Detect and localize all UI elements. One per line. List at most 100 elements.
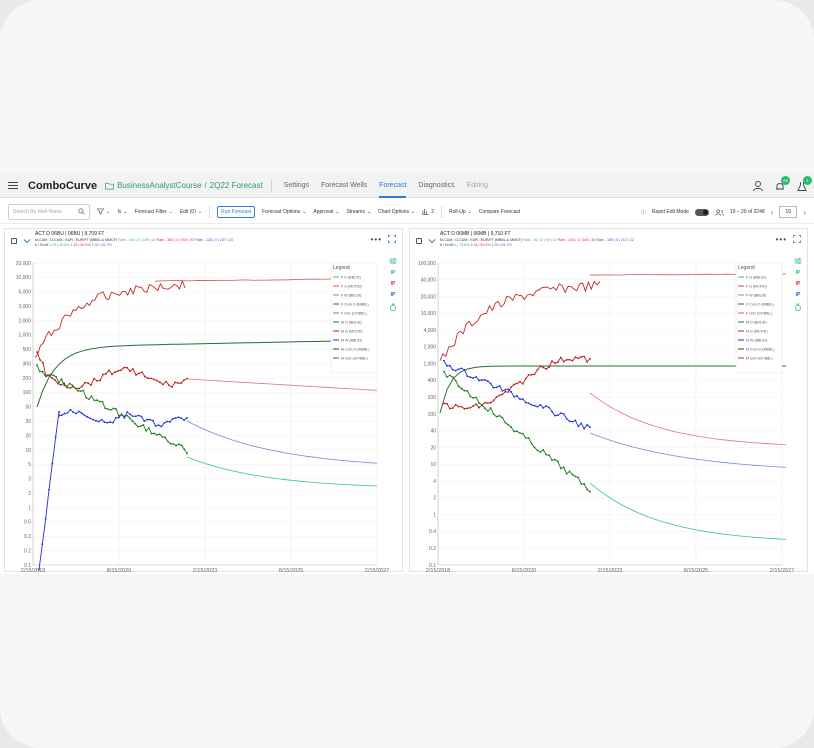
rapid-edit-toggle[interactable] bbox=[694, 208, 709, 216]
users-icon[interactable] bbox=[715, 208, 724, 216]
filter-button[interactable]: ⌄ bbox=[97, 208, 110, 215]
legend-item: F Cum O (MBBL) bbox=[746, 303, 774, 307]
grid-layout-button[interactable]: 2 bbox=[422, 208, 434, 215]
chevron-down-icon: ⌄ bbox=[302, 208, 307, 215]
legend-item: M W (BBL/D) bbox=[746, 339, 767, 343]
rollup-button[interactable]: Roll-Up ⌄ bbox=[449, 209, 472, 215]
more-icon[interactable]: ••• bbox=[775, 235, 787, 244]
ip-oil-button[interactable]: IP bbox=[795, 270, 801, 276]
brand-logo[interactable]: ComboCurve bbox=[28, 179, 98, 192]
expand-icon[interactable] bbox=[388, 235, 396, 243]
well-title[interactable]: ACT D 06MB | 06MB | 9,710 FT bbox=[440, 231, 511, 237]
series-m-gas-point bbox=[156, 379, 158, 382]
series-m-oil-point bbox=[501, 416, 504, 419]
notifications-button[interactable]: 99 bbox=[774, 176, 790, 192]
series-m-gas-point bbox=[171, 386, 173, 388]
user-icon[interactable] bbox=[752, 180, 764, 192]
legend-item: F G (MCF/D) bbox=[746, 285, 767, 289]
forecast-options-button[interactable]: Forecast Options ⌄ bbox=[262, 209, 306, 215]
series-m-oil-point bbox=[115, 408, 117, 410]
edit-button[interactable]: Edit (0) ⌄ bbox=[180, 209, 202, 215]
menu-icon[interactable] bbox=[8, 182, 18, 189]
series-m-gas-point bbox=[36, 351, 38, 353]
search-input[interactable]: Search By Well Name bbox=[8, 203, 90, 220]
series-m-oil-point bbox=[161, 436, 164, 438]
series-m-oil-point bbox=[466, 389, 469, 392]
y-tick-label: 100,000 bbox=[418, 261, 436, 267]
select-checkbox[interactable] bbox=[416, 238, 422, 244]
series-m-water-point bbox=[112, 421, 114, 424]
tab-settings[interactable]: Settings bbox=[283, 181, 309, 189]
water-rate: Rate - 189 | 0 | 212 | 22 bbox=[596, 238, 634, 242]
series-m-gas-point bbox=[141, 371, 143, 374]
production-chart[interactable]: 2/15/2018 8/15/2020 2/15/2023 8/15/2025 2/15… bbox=[410, 253, 809, 573]
sliders-icon[interactable] bbox=[794, 257, 802, 265]
run-forecast-button[interactable]: Run Forecast bbox=[217, 205, 256, 218]
chevron-down-icon[interactable] bbox=[23, 237, 31, 245]
more-icon[interactable]: ••• bbox=[370, 235, 382, 244]
series-m-oil-point bbox=[47, 374, 49, 376]
page-size-input[interactable]: 10 bbox=[779, 206, 798, 218]
series-m-water-point bbox=[460, 367, 463, 370]
divider bbox=[441, 205, 442, 218]
ip-gas-button[interactable]: IP bbox=[795, 281, 801, 287]
series-m-gas-point bbox=[586, 360, 588, 363]
ip-oil-button[interactable]: IP bbox=[390, 270, 396, 276]
series-m-water-point bbox=[58, 414, 60, 417]
x-tick-label: 8/15/2025 bbox=[684, 568, 708, 573]
legend-item: F W (BBL/D) bbox=[746, 294, 766, 298]
chevron-down-icon: ⌄ bbox=[335, 208, 340, 215]
series-m-oil-point bbox=[169, 442, 172, 445]
series-m-water-point bbox=[69, 408, 72, 411]
oil-rate: Rate - 92 | 0 | 93 | 10 bbox=[523, 238, 557, 242]
y-tick-label: 400 bbox=[428, 378, 437, 384]
expand-icon[interactable] bbox=[793, 235, 801, 243]
series-m-water-point bbox=[492, 386, 495, 389]
ip-water-button[interactable]: IP bbox=[795, 292, 801, 298]
series-m-water-point bbox=[586, 424, 588, 426]
series-m-water-point bbox=[524, 401, 527, 404]
chevron-down-icon[interactable] bbox=[428, 237, 436, 245]
breadcrumb-project[interactable]: BusinessAnalystCourse bbox=[117, 181, 202, 190]
prev-page-button[interactable]: ‹ bbox=[770, 207, 774, 217]
chart-options-button[interactable]: Chart Options ⌄ bbox=[378, 209, 415, 215]
sort-button[interactable]: ⇅ ⌄ bbox=[117, 209, 127, 215]
series-m-water-point bbox=[174, 417, 177, 419]
series-m-gas-point bbox=[501, 393, 504, 396]
series-m-oil-point bbox=[472, 397, 475, 399]
y-tick-label: 1,000 bbox=[423, 361, 436, 367]
y-tick-label: 20 bbox=[430, 445, 436, 451]
legend-item: M Cum O (MBBL) bbox=[341, 348, 370, 352]
approval-button[interactable]: Approval ⌄ bbox=[313, 209, 339, 215]
series-m-gas-point bbox=[90, 384, 92, 387]
next-page-button[interactable]: › bbox=[803, 207, 806, 217]
forecast-filter-button[interactable]: Forecast Filter ⌄ bbox=[135, 209, 173, 215]
select-checkbox[interactable] bbox=[11, 238, 17, 244]
well-title[interactable]: ACT D 06BU | 06BU | 9,709 FT bbox=[35, 231, 105, 237]
compare-forecast-button[interactable]: Compare Forecast bbox=[478, 208, 521, 215]
tab-forecast[interactable]: Forecast bbox=[379, 174, 407, 198]
production-chart[interactable]: 2/15/2018 8/15/2020 2/15/2023 8/15/2025 2/15… bbox=[5, 253, 404, 573]
money-bag-icon[interactable] bbox=[389, 303, 397, 311]
breadcrumb-forecast[interactable]: 2Q22 Forecast bbox=[209, 181, 263, 190]
series-m-water-point bbox=[171, 417, 174, 420]
ip-gas-button[interactable]: IP bbox=[390, 281, 396, 287]
series-m-oil-point bbox=[36, 364, 38, 366]
series-m-water-point bbox=[527, 402, 530, 405]
series-m-gas-point bbox=[180, 382, 182, 385]
sliders-icon[interactable] bbox=[389, 257, 397, 265]
y-tick-label: 5 bbox=[28, 462, 31, 468]
series-m-oil-point bbox=[142, 424, 145, 426]
tab-forecast-wells[interactable]: Forecast Wells bbox=[321, 181, 368, 189]
tab-editing[interactable]: Editing bbox=[466, 181, 488, 189]
tasks-button[interactable]: 1 bbox=[796, 176, 812, 192]
ip-water-button[interactable]: IP bbox=[390, 292, 396, 298]
streams-button[interactable]: Streams ⌄ bbox=[346, 209, 371, 215]
series-m-water-point bbox=[137, 414, 140, 417]
series-m-oil-point bbox=[147, 427, 150, 429]
money-bag-icon[interactable] bbox=[794, 303, 802, 311]
series-m-gas-point bbox=[562, 360, 565, 363]
series-m-oil-point bbox=[443, 370, 445, 373]
tab-diagnostics[interactable]: Diagnostics bbox=[418, 181, 455, 189]
toolbar-right: ⓘ Rapid Edit Mode 19 – 20 of 2248 ‹ 10 › bbox=[641, 200, 806, 224]
